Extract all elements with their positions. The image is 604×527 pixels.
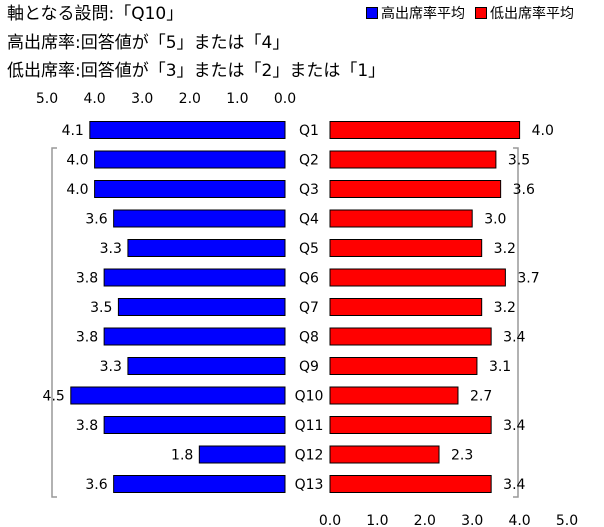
category-label: Q5 xyxy=(299,241,319,257)
value-label-low: 3.4 xyxy=(503,330,525,346)
bar-high-q11 xyxy=(103,416,286,434)
chart-legend: 高出席率平均 低出席率平均 xyxy=(366,3,584,23)
right-bracket xyxy=(513,147,519,498)
category-label: Q12 xyxy=(295,448,324,464)
legend-label-high: 高出席率平均 xyxy=(381,6,465,22)
legend-swatch-low xyxy=(475,7,487,19)
category-label: Q7 xyxy=(299,300,319,316)
left-axis-tick-label: 3.0 xyxy=(131,91,153,107)
right-axis-tick-label: 1.0 xyxy=(366,513,388,527)
legend-item-high: 高出席率平均 xyxy=(366,3,465,23)
value-label-high: 3.6 xyxy=(85,212,107,228)
category-label: Q4 xyxy=(299,212,319,228)
value-label-low: 3.6 xyxy=(513,182,535,198)
bar-low-q7 xyxy=(329,298,483,316)
legend-label-low: 低出席率平均 xyxy=(490,6,574,22)
category-label: Q9 xyxy=(299,359,319,375)
value-label-low: 3.5 xyxy=(508,153,530,169)
value-label-low: 4.0 xyxy=(532,123,554,139)
bar-low-q10 xyxy=(329,386,459,405)
category-label: Q1 xyxy=(299,123,319,139)
value-label-high: 3.5 xyxy=(90,300,112,316)
left-bracket xyxy=(51,147,57,498)
category-label: Q8 xyxy=(299,330,319,346)
bar-high-q12 xyxy=(198,445,286,464)
category-label: Q3 xyxy=(299,182,319,198)
header-line-1: 軸となる設問:「Q10」 xyxy=(7,4,184,24)
left-axis-tick-label: 2.0 xyxy=(179,91,201,107)
value-label-high: 3.8 xyxy=(76,418,98,434)
bar-low-q5 xyxy=(329,239,483,257)
bar-low-q11 xyxy=(329,416,492,434)
bar-high-q1 xyxy=(89,121,286,139)
bar-high-q10 xyxy=(70,386,286,405)
bar-low-q13 xyxy=(329,475,492,493)
header-line-3: 低出席率:回答値が「3」または「2」または「1」 xyxy=(7,61,386,81)
right-axis-tick-label: 2.0 xyxy=(414,513,436,527)
bar-low-q3 xyxy=(329,180,502,198)
value-label-high: 4.0 xyxy=(66,182,88,198)
category-label: Q13 xyxy=(295,477,324,493)
value-label-low: 3.2 xyxy=(494,241,516,257)
value-label-high: 3.3 xyxy=(100,241,122,257)
bar-low-q12 xyxy=(329,445,440,464)
bar-low-q1 xyxy=(329,121,521,139)
value-label-low: 3.1 xyxy=(489,359,511,375)
value-label-high: 3.8 xyxy=(76,271,98,287)
value-label-low: 2.7 xyxy=(470,389,492,405)
category-label: Q10 xyxy=(295,389,324,405)
left-axis-tick-label: 5.0 xyxy=(36,91,58,107)
category-label: Q2 xyxy=(299,153,319,169)
header-line-2: 高出席率:回答値が「5」または「4」 xyxy=(7,33,290,53)
bar-high-q2 xyxy=(94,150,286,169)
category-label: Q6 xyxy=(299,271,319,287)
bar-high-q9 xyxy=(127,357,286,375)
right-axis-tick-label: 5.0 xyxy=(556,513,578,527)
value-label-high: 4.5 xyxy=(43,389,65,405)
bar-low-q2 xyxy=(329,150,497,169)
right-axis-tick-label: 4.0 xyxy=(508,513,530,527)
bar-high-q5 xyxy=(127,239,286,257)
value-label-low: 2.3 xyxy=(451,448,473,464)
value-label-high: 3.8 xyxy=(76,330,98,346)
bar-high-q4 xyxy=(113,209,286,228)
value-label-high: 3.3 xyxy=(100,359,122,375)
bar-low-q9 xyxy=(329,357,478,375)
right-axis-tick-label: 0.0 xyxy=(319,513,341,527)
value-label-high: 4.0 xyxy=(66,153,88,169)
value-label-low: 3.4 xyxy=(503,477,525,493)
value-label-high: 3.6 xyxy=(85,477,107,493)
right-axis-tick-label: 3.0 xyxy=(461,513,483,527)
bar-low-q6 xyxy=(329,268,506,287)
bar-high-q8 xyxy=(103,327,286,346)
value-label-low: 3.7 xyxy=(517,271,539,287)
category-label: Q11 xyxy=(295,418,324,434)
left-axis-tick-label: 4.0 xyxy=(83,91,105,107)
legend-item-low: 低出席率平均 xyxy=(475,3,574,23)
value-label-low: 3.2 xyxy=(494,300,516,316)
value-label-high: 1.8 xyxy=(171,448,193,464)
bar-low-q4 xyxy=(329,209,473,228)
bar-high-q6 xyxy=(103,268,286,287)
bar-high-q7 xyxy=(117,298,286,316)
bar-high-q3 xyxy=(94,180,286,198)
value-label-low: 3.0 xyxy=(484,212,506,228)
bar-high-q13 xyxy=(113,475,286,493)
value-label-low: 3.4 xyxy=(503,418,525,434)
left-axis-tick-label: 0.0 xyxy=(274,91,296,107)
bar-low-q8 xyxy=(329,327,492,346)
value-label-high: 4.1 xyxy=(62,123,84,139)
left-axis-tick-label: 1.0 xyxy=(226,91,248,107)
legend-swatch-high xyxy=(366,7,378,19)
